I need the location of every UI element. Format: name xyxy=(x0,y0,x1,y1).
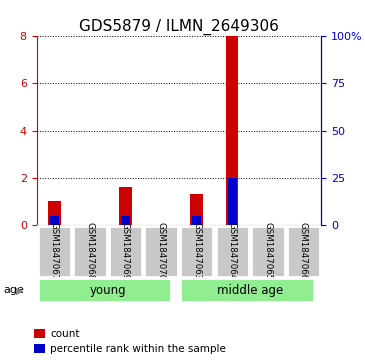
Bar xyxy=(73,226,107,277)
Text: GSM1847067: GSM1847067 xyxy=(50,222,59,281)
Bar xyxy=(287,226,320,277)
Bar xyxy=(228,178,237,225)
Title: GDS5879 / ILMN_2649306: GDS5879 / ILMN_2649306 xyxy=(79,19,279,35)
Bar xyxy=(251,226,285,277)
Text: GSM1847063: GSM1847063 xyxy=(192,222,201,281)
Text: GSM1847065: GSM1847065 xyxy=(263,222,272,281)
Bar xyxy=(180,226,214,277)
Bar xyxy=(48,201,61,225)
Bar xyxy=(38,226,71,277)
Text: GSM1847069: GSM1847069 xyxy=(121,222,130,281)
Text: GSM1847068: GSM1847068 xyxy=(85,222,95,281)
Bar xyxy=(38,278,172,302)
Text: age: age xyxy=(4,285,24,295)
Text: GSM1847064: GSM1847064 xyxy=(228,222,237,281)
Bar xyxy=(109,226,142,277)
Text: middle age: middle age xyxy=(217,284,283,297)
Bar xyxy=(192,216,201,225)
Bar xyxy=(191,195,203,225)
Bar xyxy=(180,278,314,302)
Bar xyxy=(50,216,59,225)
Legend: count, percentile rank within the sample: count, percentile rank within the sample xyxy=(34,329,226,354)
Text: ▶: ▶ xyxy=(16,285,24,295)
Bar xyxy=(144,226,178,277)
Bar xyxy=(119,187,132,225)
Bar xyxy=(215,226,249,277)
Text: young: young xyxy=(89,284,126,297)
Bar xyxy=(121,216,130,225)
Text: GSM1847070: GSM1847070 xyxy=(157,222,166,281)
Bar xyxy=(226,36,238,225)
Text: GSM1847066: GSM1847066 xyxy=(299,222,308,281)
